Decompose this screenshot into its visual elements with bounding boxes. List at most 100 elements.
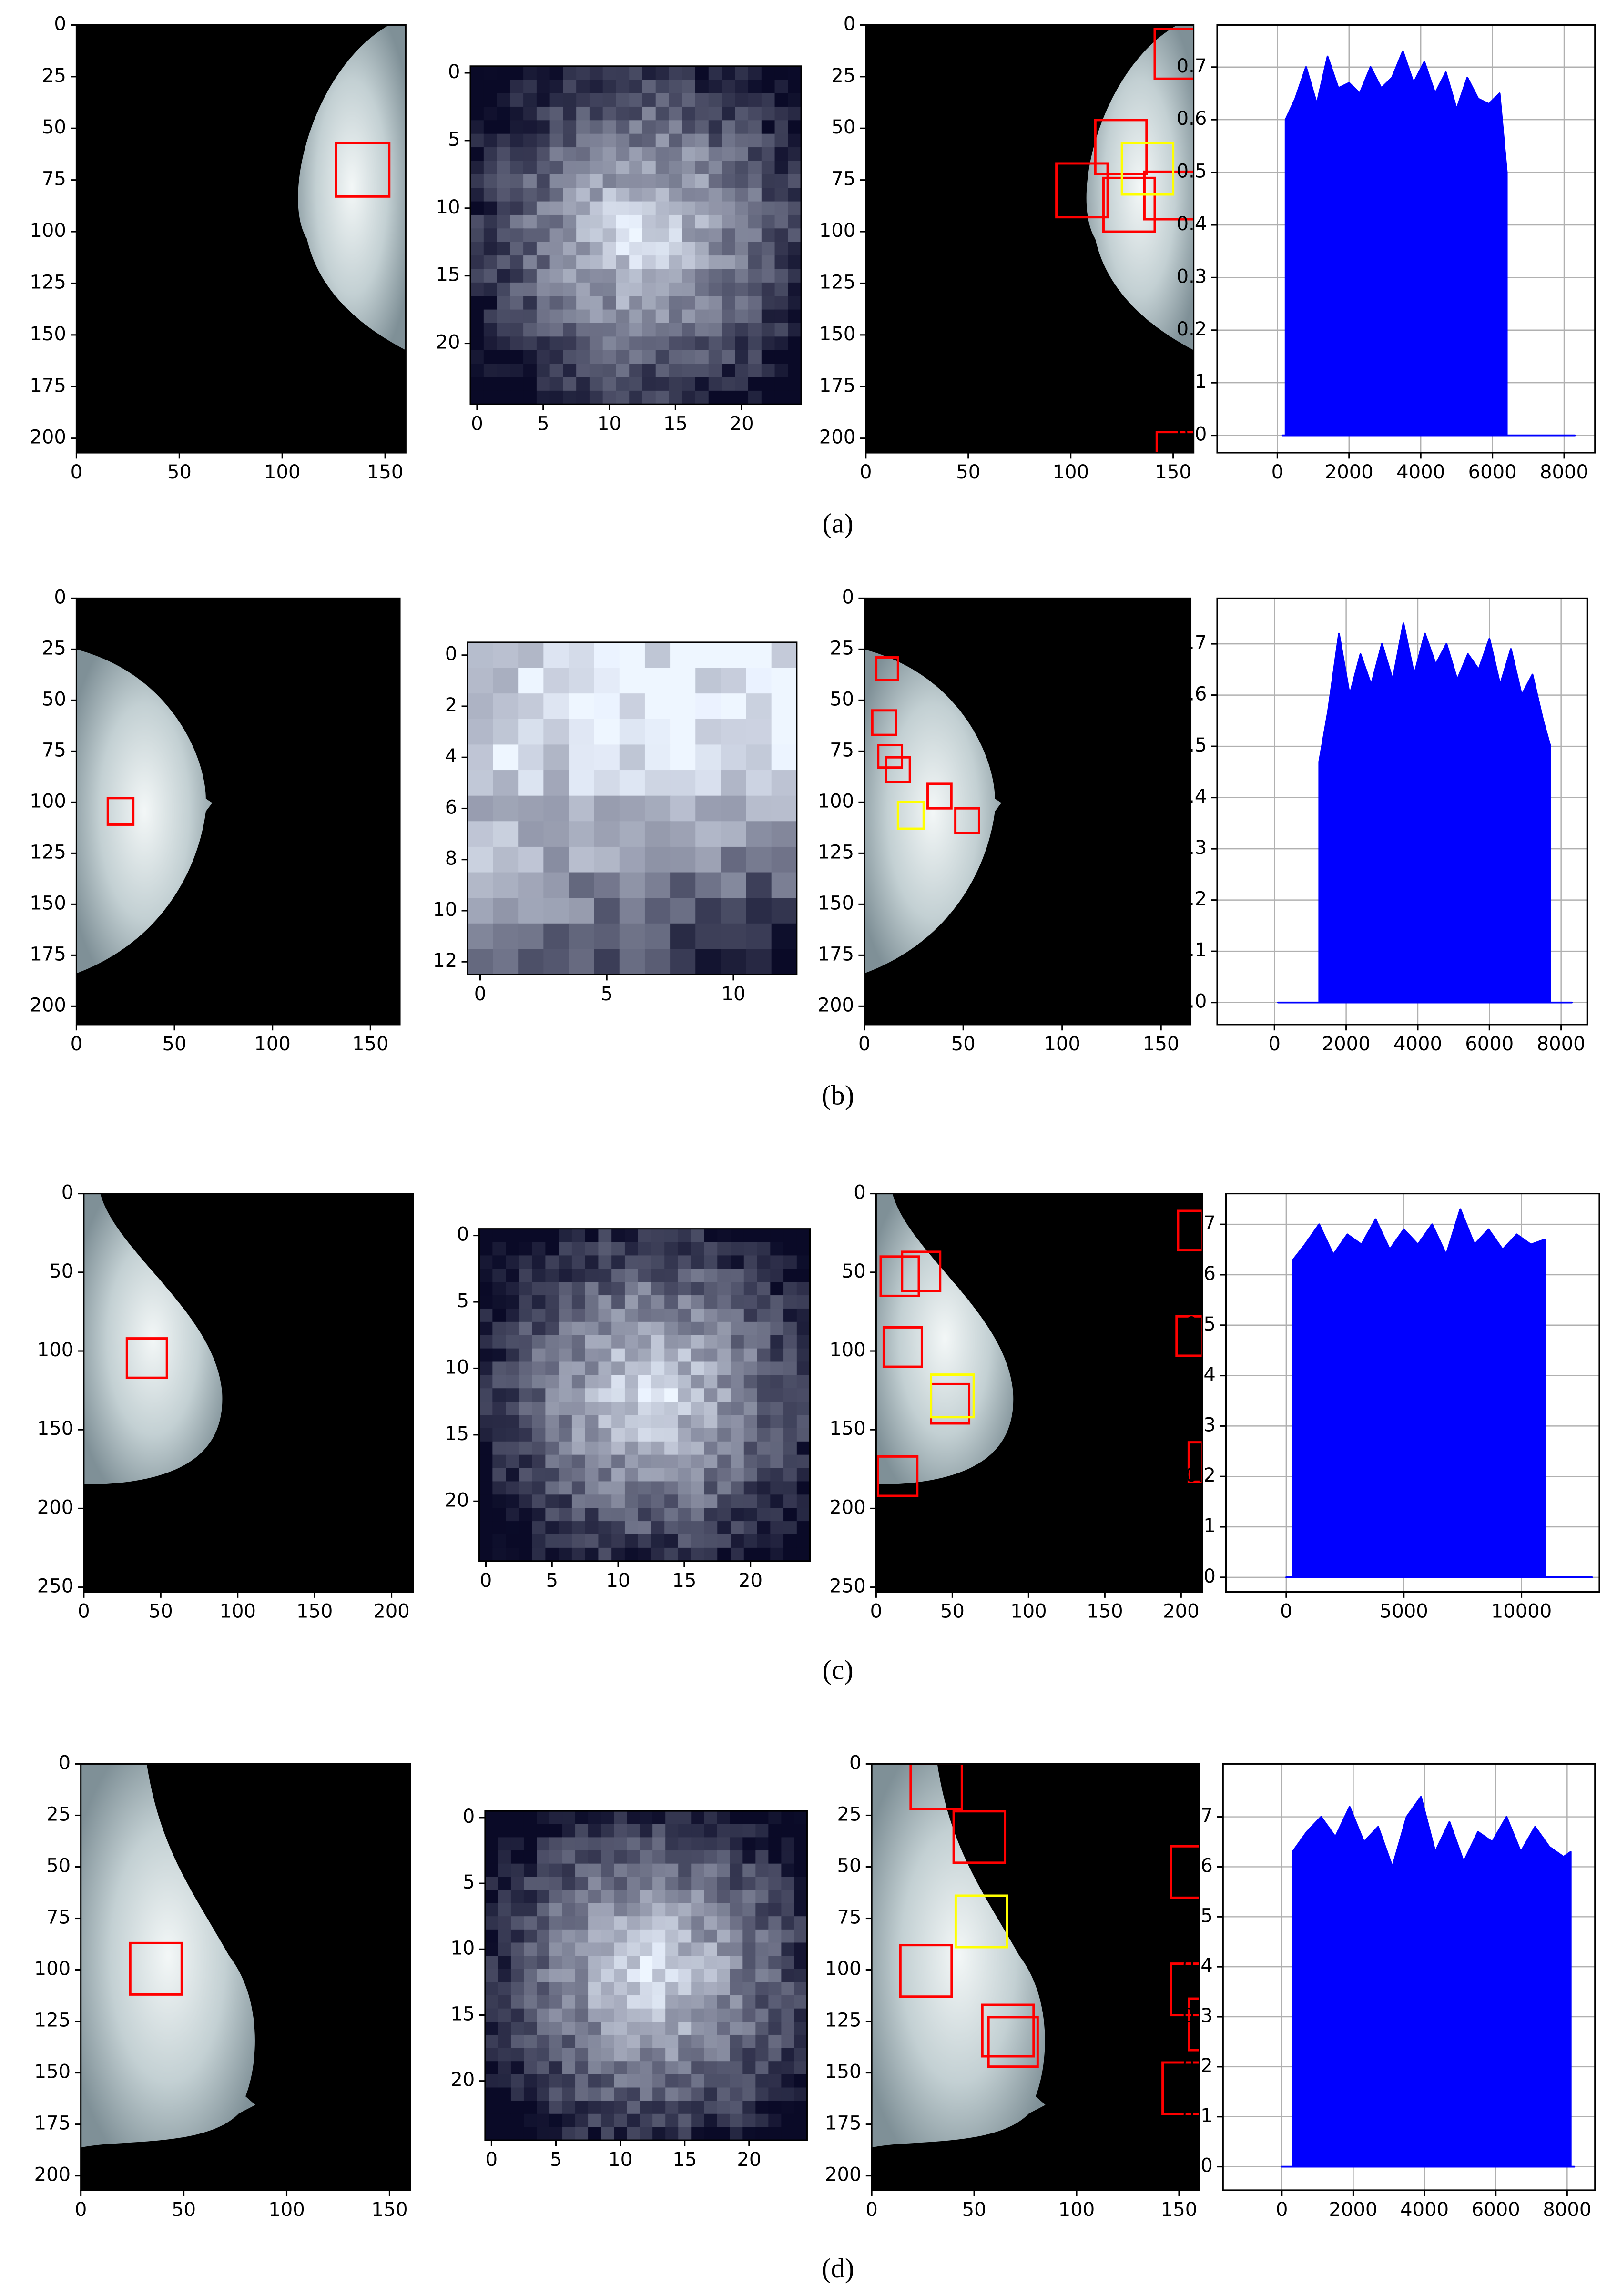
image-pixel	[788, 364, 802, 378]
image-pixel	[563, 106, 577, 121]
image-pixel	[670, 770, 696, 796]
image-pixel	[536, 161, 550, 175]
image-pixel	[470, 269, 484, 283]
image-pixel	[757, 1308, 771, 1322]
image-pixel	[563, 120, 577, 134]
image-pixel	[576, 93, 590, 107]
image-pixel	[498, 2074, 511, 2088]
image-pixel	[743, 1295, 758, 1309]
image-pixel	[704, 1282, 718, 1296]
image-pixel	[721, 642, 747, 669]
image-pixel	[598, 1295, 612, 1309]
image-pixel	[519, 1547, 533, 1561]
image-pixel	[562, 1929, 576, 1943]
image-pixel	[601, 2048, 615, 2062]
image-pixel	[602, 269, 617, 283]
image-pixel	[601, 2113, 615, 2128]
image-pixel	[722, 364, 736, 378]
image-pixel	[774, 269, 789, 283]
image-pixel	[761, 390, 775, 405]
image-pixel	[642, 201, 656, 215]
image-pixel	[532, 1335, 546, 1349]
image-pixel	[781, 1916, 795, 1930]
image-pixel	[616, 106, 630, 121]
image-pixel	[627, 1929, 641, 1943]
image-pixel	[536, 1942, 550, 1957]
image-pixel	[492, 1468, 507, 1482]
image-pixel	[536, 1863, 550, 1878]
image-pixel	[761, 214, 775, 229]
image-pixel	[774, 80, 789, 94]
image-pixel	[642, 364, 656, 378]
image-pixel	[549, 1995, 563, 2009]
image-pixel	[677, 1255, 692, 1270]
image-pixel	[497, 323, 511, 337]
image-pixel	[523, 2022, 537, 2035]
image-pixel	[536, 2113, 550, 2128]
image-pixel	[619, 719, 645, 745]
image-pixel	[629, 390, 643, 405]
image-pixel	[575, 1890, 589, 1904]
image-pixel	[704, 1916, 718, 1930]
image-pixel	[523, 80, 537, 94]
image-pixel	[611, 1534, 625, 1548]
image-pixel	[569, 898, 595, 924]
image-pixel	[492, 1269, 507, 1283]
image-pixel	[563, 242, 577, 256]
image-pixel	[575, 1929, 589, 1943]
image-pixel	[624, 1388, 639, 1402]
image-pixel	[470, 106, 484, 121]
image-pixel	[682, 161, 696, 175]
image-pixel	[470, 80, 484, 94]
image-pixel	[682, 228, 696, 243]
image-pixel	[536, 323, 550, 337]
image-pixel	[770, 1348, 784, 1362]
image-pixel	[576, 188, 590, 202]
image-pixel	[691, 2008, 705, 2022]
image-pixel	[536, 80, 550, 94]
image-pixel	[563, 336, 577, 351]
image-pixel	[761, 106, 775, 121]
image-pixel	[794, 1995, 807, 2009]
image-pixel	[781, 2113, 795, 2128]
image-pixel	[655, 106, 670, 121]
y-tick-label: 100	[829, 1339, 866, 1361]
image-pixel	[755, 1942, 769, 1957]
image-pixel	[523, 1969, 537, 1983]
image-pixel	[682, 336, 696, 351]
image-pixel	[695, 744, 722, 771]
image-pixel	[563, 390, 577, 405]
image-pixel	[664, 1242, 678, 1256]
image-pixel	[523, 350, 537, 365]
image-pixel	[470, 120, 484, 134]
image-pixel	[794, 1890, 807, 1904]
image-pixel	[559, 1335, 572, 1349]
image-pixel	[774, 309, 789, 324]
image-pixel	[774, 93, 789, 107]
image-pixel	[589, 228, 603, 243]
x-tick-label: 0	[71, 461, 83, 483]
image-pixel	[510, 2048, 524, 2062]
image-pixel	[669, 309, 683, 324]
image-pixel	[479, 1481, 493, 1495]
image-pixel	[523, 2034, 537, 2049]
image-pixel	[652, 2022, 666, 2035]
image-pixel	[717, 2101, 731, 2114]
image-pixel	[717, 1837, 731, 1851]
image-pixel	[652, 2101, 666, 2114]
image-pixel	[479, 1388, 493, 1402]
image-pixel	[498, 1863, 511, 1878]
x-tick-label: 0	[860, 461, 872, 483]
x-tick-label: 2000	[1322, 1033, 1371, 1055]
image-pixel	[523, 188, 537, 202]
image-pixel	[559, 1269, 572, 1283]
image-pixel	[748, 201, 762, 215]
image-pixel	[638, 1508, 652, 1522]
image-pixel	[510, 2061, 524, 2075]
image-pixel	[695, 693, 722, 720]
image-pixel	[518, 693, 544, 720]
detection-box	[896, 801, 925, 830]
image-pixel	[563, 282, 577, 297]
x-tick-label: 0	[471, 413, 483, 435]
image-pixel	[498, 2048, 511, 2062]
